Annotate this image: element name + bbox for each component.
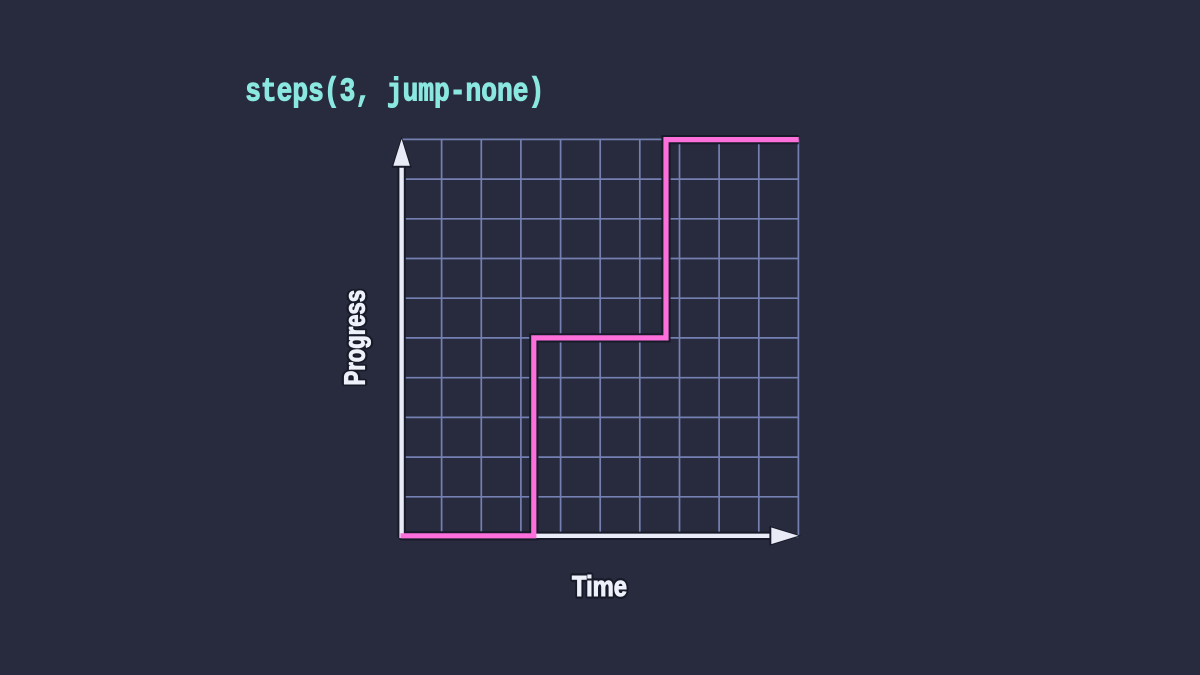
svg-text:Progress: Progress: [340, 290, 372, 386]
svg-text:Time: Time: [572, 570, 627, 603]
svg-text:steps(3, jump-none): steps(3, jump-none): [245, 73, 544, 111]
svg-text:Progress: Progress: [340, 290, 372, 386]
svg-text:Time: Time: [572, 570, 627, 603]
